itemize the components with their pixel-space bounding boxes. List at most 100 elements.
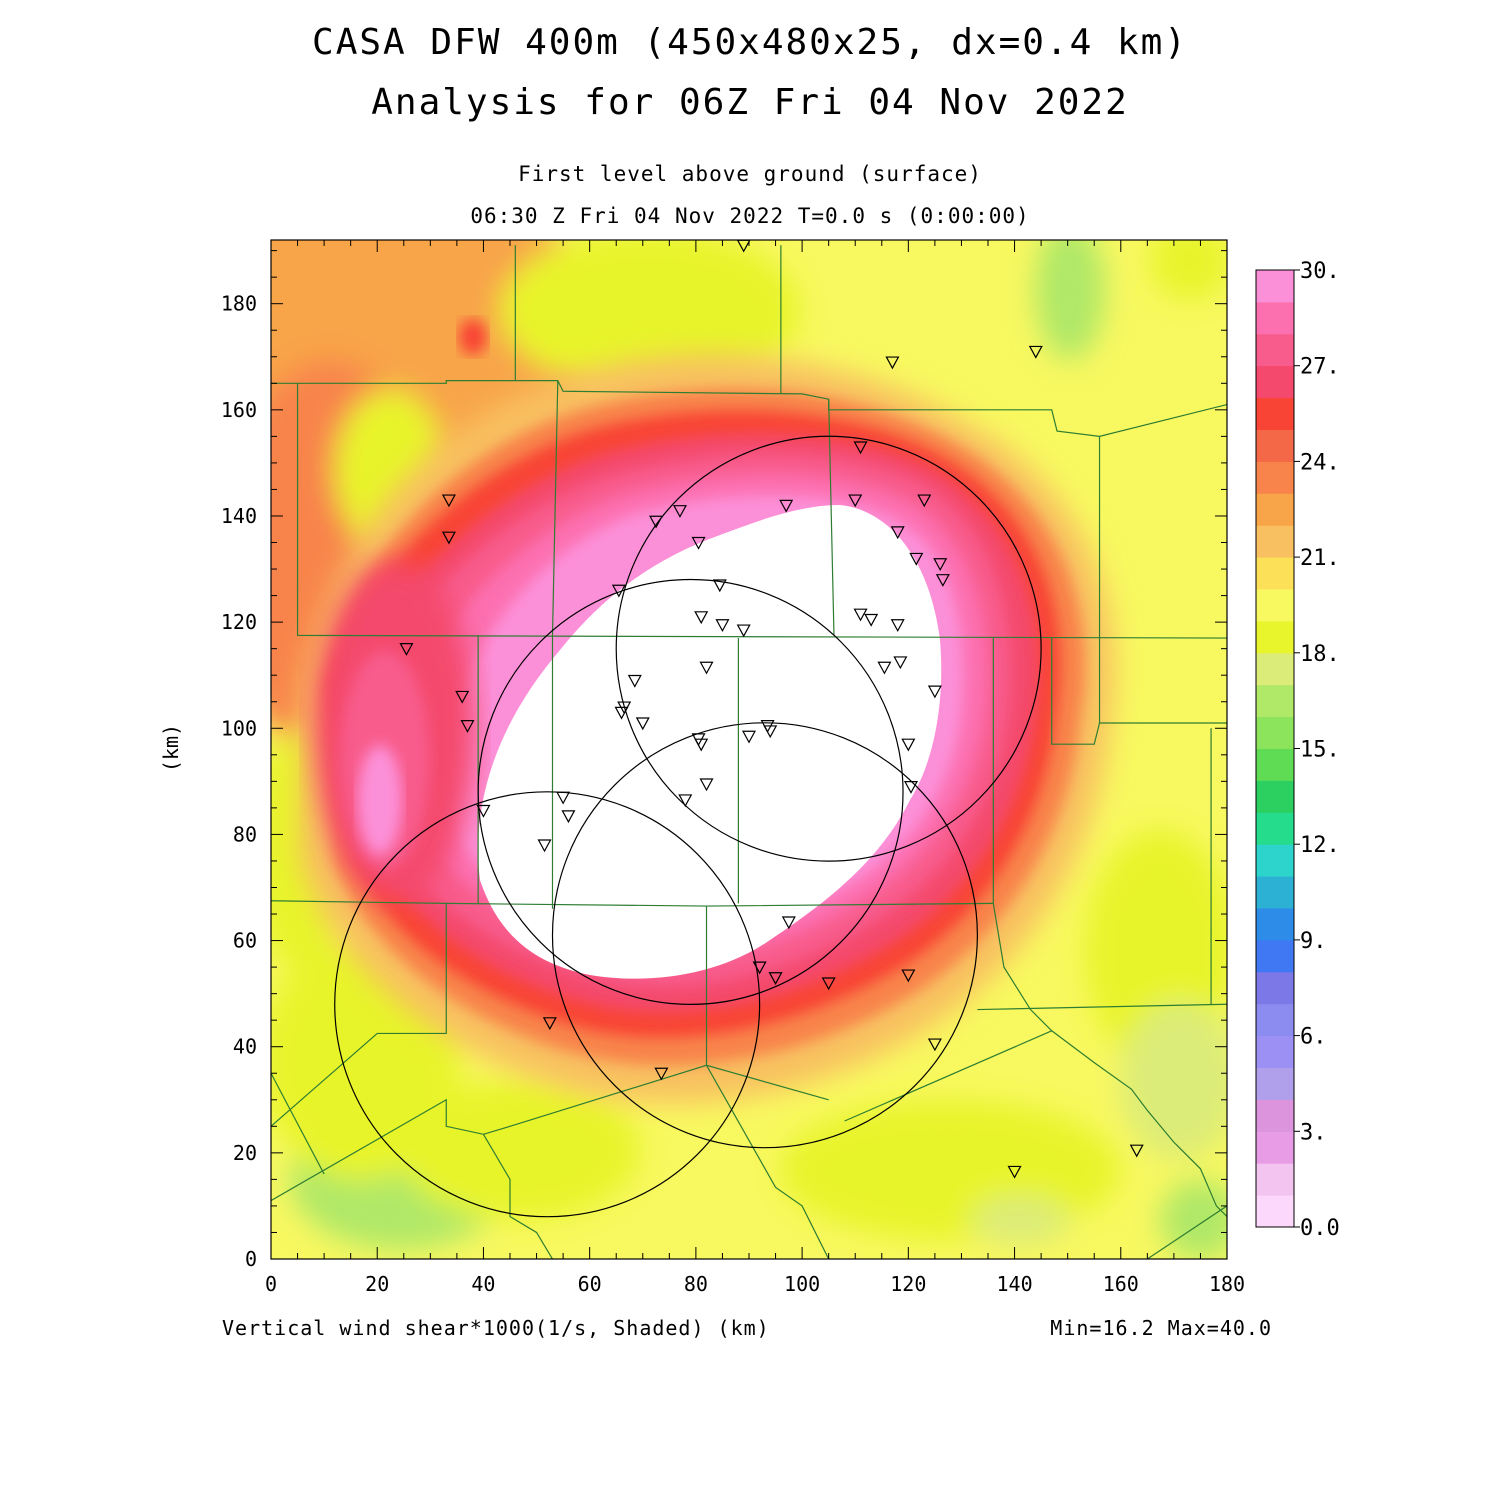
county-boundary [977, 1003, 1227, 1011]
county-boundary [271, 900, 994, 907]
x-tick-label: 140 [996, 1272, 1032, 1296]
station-marker [691, 536, 706, 550]
station-marker [877, 661, 892, 675]
station-marker [893, 656, 908, 670]
colorbar-swatch [1256, 1067, 1294, 1100]
x-tick-label: 20 [365, 1272, 389, 1296]
colorbar-swatch [1256, 971, 1294, 1005]
county-boundary [1051, 638, 1101, 745]
x-tick-label: 40 [471, 1272, 495, 1296]
colorbar-swatch [1256, 461, 1294, 494]
radar-range-circle [551, 722, 978, 1149]
station-marker [752, 961, 767, 975]
colorbar-swatch [1256, 493, 1294, 526]
colorbar-label: 27. [1300, 355, 1340, 380]
colorbar [1255, 269, 1295, 1228]
station-marker [901, 969, 916, 983]
county-boundary [1147, 1205, 1227, 1259]
station-marker [694, 611, 709, 625]
colorbar-swatch [1256, 908, 1294, 941]
colorbar-swatch [1256, 684, 1294, 718]
colorbar-label: 18. [1300, 642, 1340, 667]
station-marker [779, 499, 794, 513]
station-marker [763, 725, 778, 739]
colorbar-labels: 0.0 3. 6. 9. 12. 15. 18. 21. 24. 27. 30. [1294, 259, 1340, 1241]
station-marker [476, 804, 491, 818]
station-marker [768, 972, 783, 985]
station-marker [561, 810, 576, 824]
county-boundary [551, 380, 559, 909]
colorbar-swatch [1256, 748, 1294, 781]
station-marker [935, 574, 950, 587]
colorbar-swatch [1256, 525, 1294, 558]
station-marker [927, 685, 942, 699]
station-marker [441, 531, 456, 545]
station-marker [614, 706, 629, 720]
x-tick-label: 0 [265, 1272, 277, 1296]
station-marker [917, 494, 932, 508]
radar-range-circle [477, 578, 904, 1006]
station-marker [821, 977, 836, 991]
y-tick-label: 80 [233, 822, 257, 846]
station-marker [853, 608, 868, 622]
colorbar-swatch [1256, 429, 1294, 462]
y-tick-label: 40 [233, 1035, 257, 1059]
y-axis-label: (km) [159, 724, 183, 772]
y-tick-label: 160 [221, 398, 257, 422]
station-marker [712, 579, 727, 593]
station-marker [890, 619, 905, 633]
y-tick-label: 20 [233, 1141, 257, 1165]
station-marker [441, 494, 456, 508]
y-tick-label: 100 [221, 716, 257, 740]
county-boundary [705, 1064, 830, 1259]
y-tick-label: 0 [245, 1247, 257, 1271]
colorbar-swatch [1256, 301, 1294, 335]
colorbar-label: 6. [1300, 1025, 1327, 1050]
station-marker [890, 526, 905, 540]
colorbar-swatch [1256, 1035, 1294, 1068]
station-marker [903, 781, 918, 794]
colorbar-swatch [1256, 716, 1294, 749]
x-tick-label: 100 [784, 1272, 820, 1296]
station-marker [460, 720, 475, 733]
station-marker [649, 515, 664, 529]
y-tick-label: 60 [233, 929, 257, 953]
colorbar-label: 12. [1300, 833, 1340, 858]
radar-station-markers [399, 239, 1144, 1179]
x-tick-label: 80 [684, 1272, 708, 1296]
county-boundary [482, 1133, 554, 1259]
station-marker [678, 794, 693, 808]
colorbar-label: 30. [1300, 259, 1340, 284]
station-marker [715, 619, 730, 633]
station-marker [537, 839, 552, 853]
colorbar-label: 3. [1300, 1120, 1327, 1145]
colorbar-swatch [1256, 557, 1294, 590]
station-marker [556, 791, 571, 805]
colorbar-swatch [1256, 1163, 1294, 1196]
station-marker [399, 643, 414, 656]
radar-range-circle [615, 435, 1042, 862]
colorbar-swatch [1256, 270, 1294, 303]
colorbar-swatch [1256, 1099, 1294, 1132]
radar-coverage-circles [334, 435, 1042, 1218]
station-marker [635, 717, 650, 731]
colorbar-swatch [1256, 397, 1294, 430]
x-tick-label: 60 [578, 1272, 602, 1296]
station-marker [933, 558, 948, 571]
axis-ticks [270, 240, 1228, 1260]
colorbar-swatch [1256, 1003, 1294, 1037]
shear-field [271, 240, 1227, 1259]
level-subtitle: First level above ground (surface) [518, 162, 982, 186]
station-marker [627, 674, 642, 688]
x-tick-label: 160 [1103, 1272, 1139, 1296]
station-marker [864, 613, 879, 627]
colorbar-swatch [1256, 589, 1294, 622]
station-marker [672, 505, 687, 518]
colorbar-label: 24. [1300, 450, 1340, 475]
y-tick-label: 180 [221, 292, 257, 316]
colorbar-label: 0.0 [1300, 1216, 1340, 1241]
station-marker [654, 1067, 669, 1081]
x-axis-tick-labels: 0 20 40 60 80 100 120 140 160 180 [265, 1272, 1245, 1296]
station-marker [1028, 345, 1043, 359]
colorbar-swatch [1256, 365, 1294, 399]
